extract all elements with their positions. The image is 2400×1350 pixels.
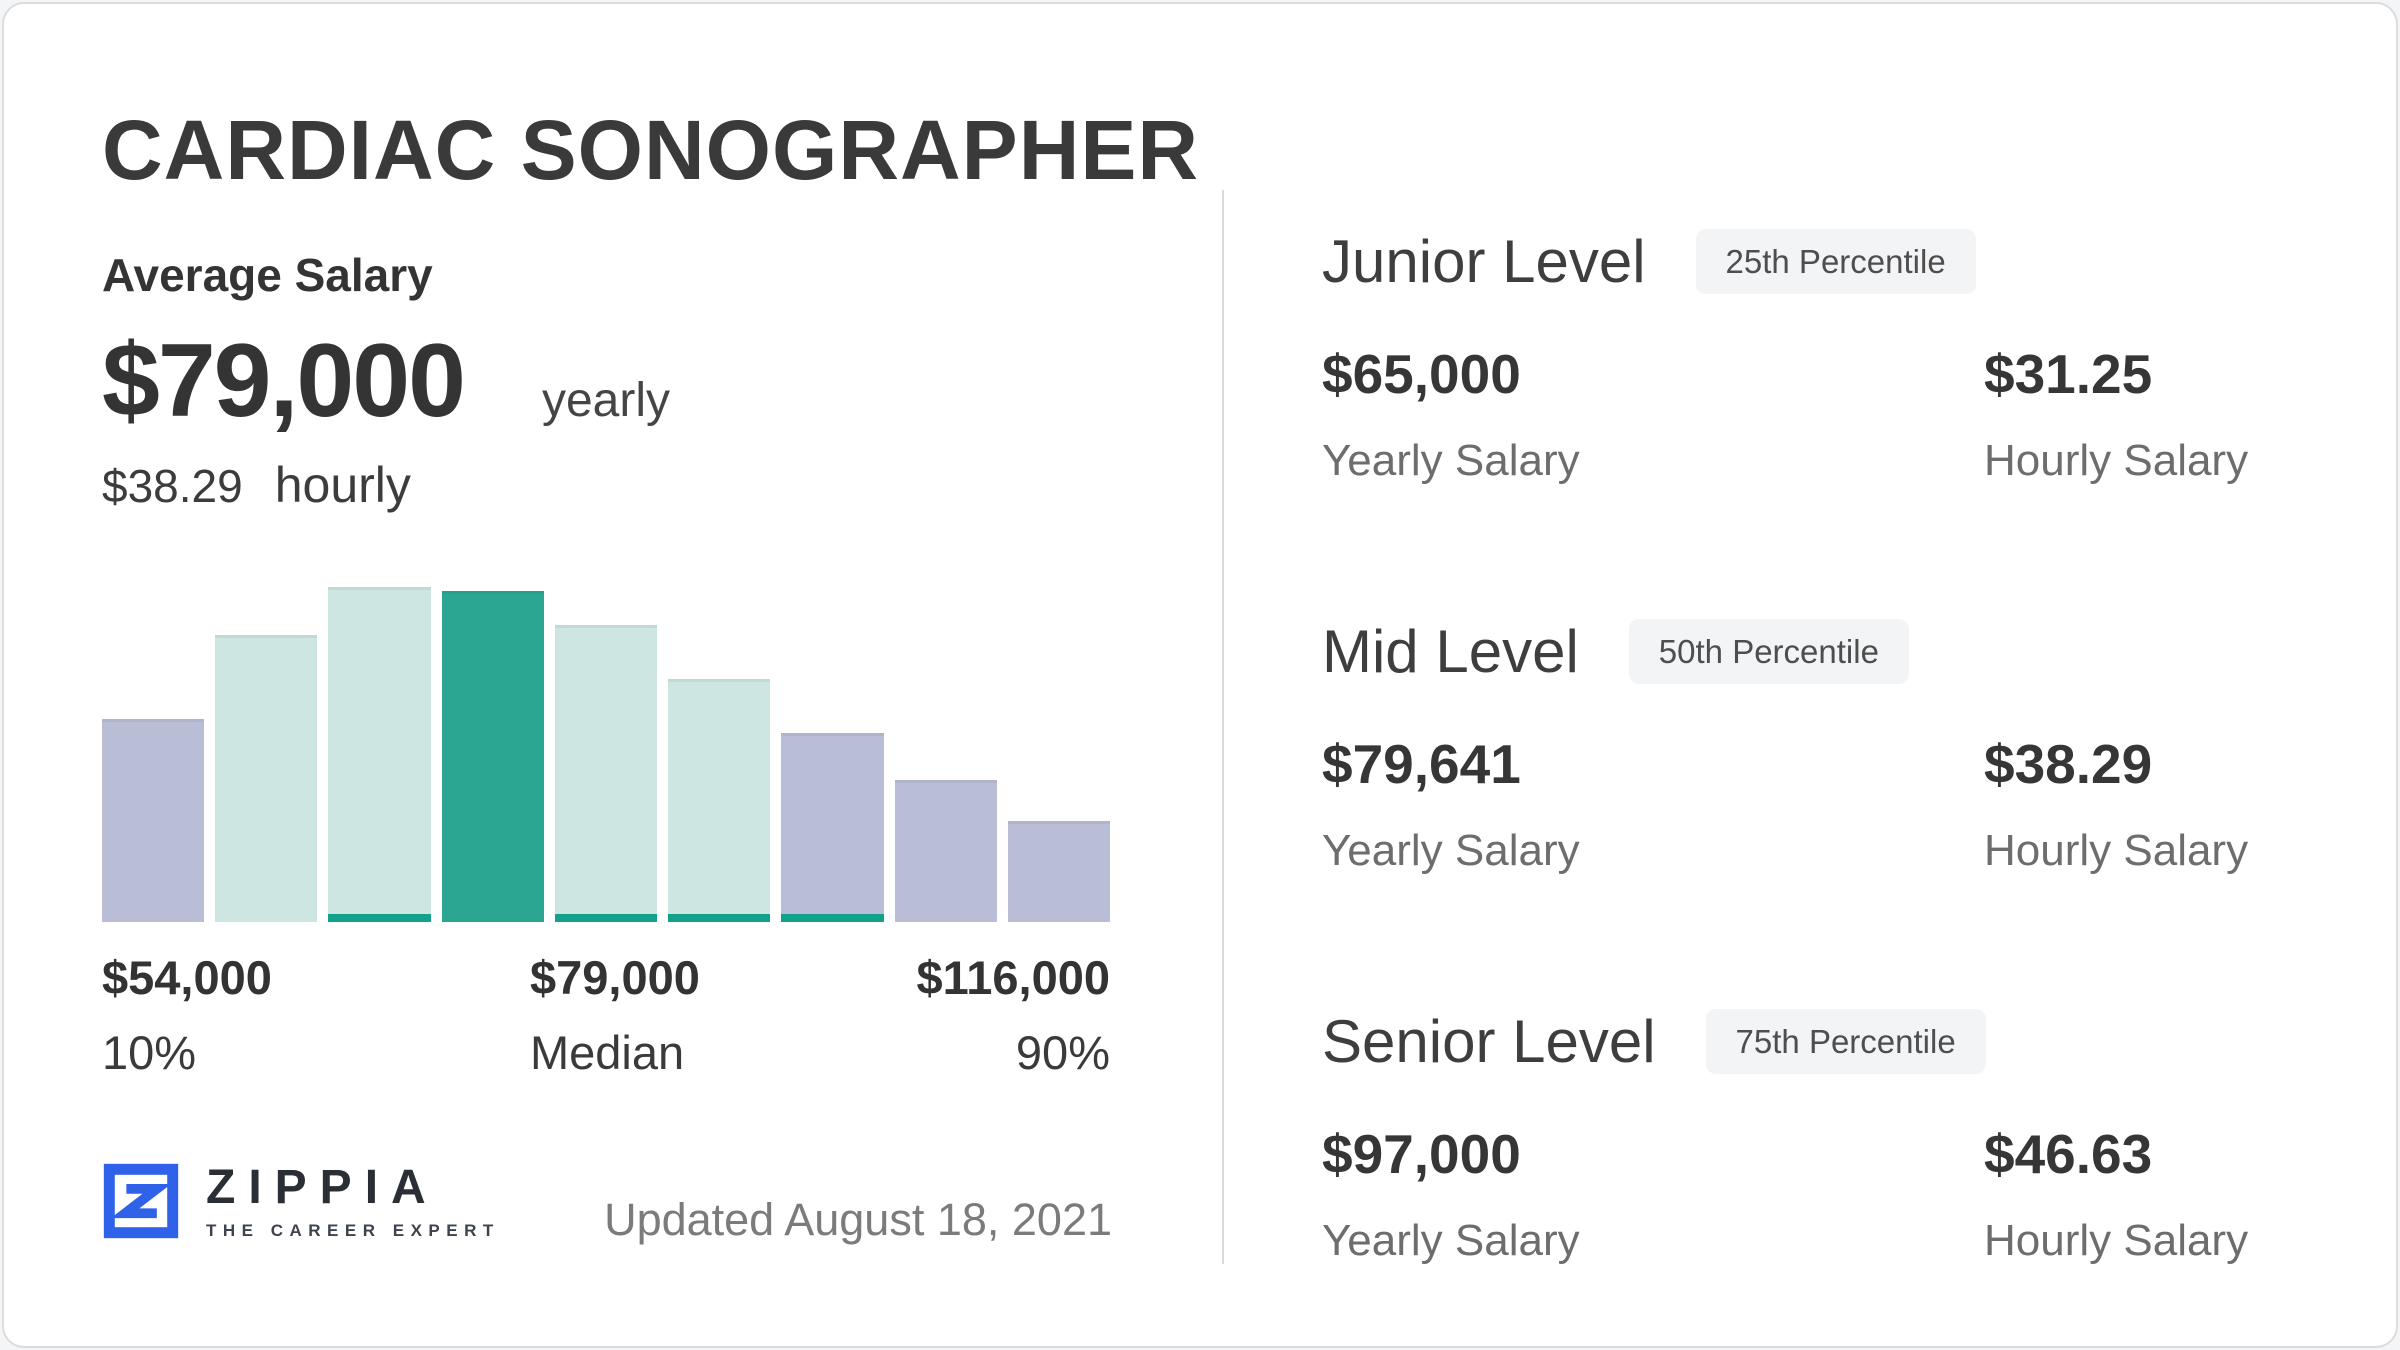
hourly-salary-cell: $38.29 Hourly Salary [1984, 732, 2286, 876]
level-section-senior: Senior Level 75th Percentile $97,000 Yea… [1322, 1004, 2286, 1266]
yearly-salary-label: Yearly Salary [1322, 436, 1580, 485]
marker-label: 90% [1015, 1026, 1110, 1079]
average-hourly-value: $38.29 [102, 460, 243, 512]
level-values-row: $79,641 Yearly Salary $38.29 Hourly Sala… [1322, 732, 2286, 876]
average-salary-label: Average Salary [102, 249, 433, 301]
yearly-salary-cell: $79,641 Yearly Salary [1322, 732, 1984, 876]
level-section-mid: Mid Level 50th Percentile $79,641 Yearly… [1322, 614, 2286, 876]
page-title: CARDIAC SONOGRAPHER [102, 103, 1200, 197]
hourly-salary-label: Hourly Salary [1984, 1216, 2249, 1265]
yearly-salary-cell: $65,000 Yearly Salary [1322, 342, 1984, 486]
marker-label: Median [530, 1026, 685, 1079]
yearly-salary-value: $79,641 [1322, 733, 1521, 795]
histogram-bar [102, 719, 205, 922]
marker-value: $54,000 [102, 951, 272, 1004]
yearly-salary-cell: $97,000 Yearly Salary [1322, 1122, 1984, 1266]
yearly-salary-value: $97,000 [1322, 1123, 1521, 1185]
marker-label: 10% [102, 1026, 197, 1079]
yearly-salary-label: Yearly Salary [1322, 826, 1580, 875]
histogram-bar [1007, 820, 1110, 922]
updated-date: Updated August 18, 2021 [604, 1194, 1112, 1245]
average-yearly-value: $79,000 [102, 323, 466, 439]
hourly-salary-label: Hourly Salary [1984, 436, 2249, 485]
percentile-badge: 75th Percentile [1705, 1008, 1986, 1074]
salary-histogram [102, 584, 1110, 922]
zippia-brand-name: ZIPPIA [206, 1160, 439, 1214]
level-title: Senior Level [1322, 1007, 1656, 1075]
level-title: Junior Level [1322, 227, 1646, 295]
hourly-salary-cell: $46.63 Hourly Salary [1984, 1122, 2286, 1266]
percentile-badge: 25th Percentile [1695, 228, 1976, 294]
hourly-unit-label: hourly [274, 457, 411, 513]
percentile-marker-median: $79,000 Median [530, 950, 700, 1080]
yearly-unit-label: yearly [541, 374, 670, 427]
histogram-bar [894, 780, 997, 922]
average-yearly-row: $79,000 yearly [102, 322, 670, 441]
histogram-bar [554, 624, 658, 922]
level-heading-row: Mid Level 50th Percentile [1322, 614, 2286, 688]
level-values-row: $65,000 Yearly Salary $31.25 Hourly Sala… [1322, 342, 2286, 486]
average-hourly-row: $38.29 hourly [102, 456, 411, 514]
hourly-salary-value: $46.63 [1984, 1123, 2153, 1185]
yearly-salary-label: Yearly Salary [1322, 1216, 1580, 1265]
hourly-salary-label: Hourly Salary [1984, 826, 2249, 875]
percentile-marker-10: $54,000 10% [102, 950, 272, 1080]
histogram-bar [781, 732, 884, 922]
histogram-markers: $54,000 10% $79,000 Median $116,000 90% [102, 950, 1110, 1090]
level-values-row: $97,000 Yearly Salary $46.63 Hourly Sala… [1322, 1122, 2286, 1266]
histogram-bar [441, 590, 544, 922]
percentile-marker-90: $116,000 90% [917, 950, 1110, 1080]
hourly-salary-cell: $31.25 Hourly Salary [1984, 342, 2286, 486]
percentile-badge: 50th Percentile [1628, 618, 1909, 684]
vertical-divider [1222, 190, 1224, 1264]
level-heading-row: Junior Level 25th Percentile [1322, 224, 2286, 298]
hourly-salary-value: $31.25 [1984, 343, 2153, 405]
level-title: Mid Level [1322, 617, 1579, 685]
zippia-logo[interactable]: ZIPPIA THE CAREER EXPERT [102, 1162, 500, 1240]
yearly-salary-value: $65,000 [1322, 343, 1521, 405]
marker-value: $79,000 [530, 951, 700, 1004]
histogram-bar [668, 678, 771, 922]
histogram-bar [215, 634, 318, 922]
marker-value: $116,000 [916, 951, 1110, 1004]
zippia-z-icon [102, 1162, 180, 1240]
level-section-junior: Junior Level 25th Percentile $65,000 Yea… [1322, 224, 2286, 486]
histogram-bar [328, 587, 431, 922]
hourly-salary-value: $38.29 [1984, 733, 2153, 795]
level-heading-row: Senior Level 75th Percentile [1322, 1004, 2286, 1078]
zippia-logo-text-block: ZIPPIA THE CAREER EXPERT [206, 1160, 500, 1240]
zippia-brand-tagline: THE CAREER EXPERT [206, 1220, 500, 1240]
